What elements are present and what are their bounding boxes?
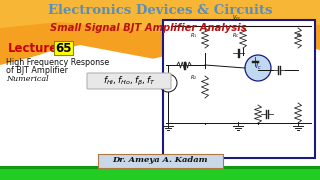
- Text: Numerical: Numerical: [6, 75, 49, 83]
- Text: $R_2$: $R_2$: [190, 74, 197, 82]
- Polygon shape: [0, 40, 320, 180]
- Polygon shape: [0, 0, 320, 65]
- FancyBboxPatch shape: [87, 73, 171, 89]
- Bar: [163, 20, 315, 158]
- Bar: [0, 166, 320, 169]
- Text: $R_L$: $R_L$: [296, 31, 303, 40]
- Text: Small Signal BJT Amplifier Analysis: Small Signal BJT Amplifier Analysis: [50, 23, 246, 33]
- Text: $I_c$: $I_c$: [255, 62, 261, 72]
- Text: $v_s$: $v_s$: [165, 79, 171, 87]
- Bar: [0, 168, 320, 180]
- Text: of BJT Amplifier: of BJT Amplifier: [6, 66, 68, 75]
- Text: Dr. Ameya A. Kadam: Dr. Ameya A. Kadam: [112, 156, 208, 165]
- Text: $f_{Hi},f_{Ho},f_{\beta},f_T$: $f_{Hi},f_{Ho},f_{\beta},f_T$: [103, 75, 155, 87]
- Text: $R_1$: $R_1$: [190, 31, 197, 40]
- Circle shape: [245, 55, 271, 81]
- Text: $R_C$: $R_C$: [232, 31, 240, 40]
- Text: Electronics Devices & Circuits: Electronics Devices & Circuits: [48, 3, 272, 17]
- FancyBboxPatch shape: [98, 154, 222, 168]
- Text: High Frequency Response: High Frequency Response: [6, 57, 109, 66]
- FancyBboxPatch shape: [53, 41, 73, 55]
- Text: 65: 65: [55, 42, 71, 55]
- Text: Lecture: Lecture: [8, 42, 58, 55]
- Text: $V_{cc}$: $V_{cc}$: [233, 13, 242, 22]
- Polygon shape: [0, 62, 320, 180]
- Polygon shape: [0, 0, 320, 32]
